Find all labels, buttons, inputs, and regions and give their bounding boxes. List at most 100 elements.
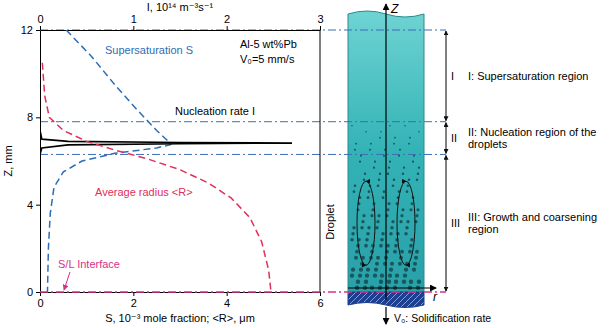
droplet xyxy=(366,232,370,236)
x-axis: 0246 xyxy=(37,292,323,309)
droplet xyxy=(390,262,394,266)
x2-axis-tick: 1 xyxy=(131,13,137,30)
droplet xyxy=(395,274,399,278)
droplet xyxy=(382,196,385,199)
rate-arrow xyxy=(385,307,386,324)
annotation: Droplet xyxy=(324,204,336,239)
droplet xyxy=(408,178,410,180)
series-line xyxy=(40,130,292,154)
droplet xyxy=(354,256,358,260)
droplet xyxy=(366,268,370,272)
x2-axis: 0123 xyxy=(37,13,323,31)
y-axis-tick: 8 xyxy=(27,111,40,123)
region-bracket xyxy=(446,155,447,291)
x-axis-tick: 2 xyxy=(131,292,137,309)
droplet xyxy=(352,226,355,229)
droplet xyxy=(409,137,411,139)
droplet xyxy=(389,161,391,163)
y-axis: 04812 xyxy=(21,24,41,298)
tick-label: 3 xyxy=(317,13,323,25)
droplet xyxy=(406,220,409,223)
rate-label: V₀: Solidification rate xyxy=(394,312,491,324)
x-axis-tick: 4 xyxy=(224,292,230,309)
droplet xyxy=(364,244,368,248)
droplet xyxy=(386,244,390,248)
droplet xyxy=(409,244,413,248)
droplet xyxy=(376,220,379,223)
tick-label: 4 xyxy=(224,297,230,309)
flow-loop xyxy=(406,181,415,265)
region-boundary xyxy=(40,154,446,155)
droplet xyxy=(380,238,384,242)
droplet xyxy=(380,131,382,133)
droplet xyxy=(399,220,402,223)
droplet xyxy=(402,279,406,283)
tick-label: 2 xyxy=(224,13,230,25)
droplet xyxy=(386,208,389,211)
droplet xyxy=(354,149,356,151)
droplet xyxy=(360,155,362,157)
annotation: V₀=5 mm/s xyxy=(240,53,295,65)
tick-mark xyxy=(320,292,321,296)
droplet xyxy=(399,149,401,151)
droplet xyxy=(393,143,395,145)
droplet xyxy=(355,250,359,254)
droplet xyxy=(376,256,380,260)
diagram: ZrV₀: Solidification rate xyxy=(348,2,491,324)
tick-mark xyxy=(40,26,41,30)
x2-axis-tick: 3 xyxy=(317,13,323,30)
x2-axis-line xyxy=(41,30,321,31)
droplet xyxy=(383,190,386,193)
droplet xyxy=(406,190,409,193)
series-line xyxy=(42,63,271,292)
droplet xyxy=(363,178,365,180)
droplet xyxy=(394,137,396,139)
curves xyxy=(40,30,292,292)
droplet xyxy=(416,208,419,211)
droplet xyxy=(359,161,361,163)
droplet xyxy=(383,155,385,157)
droplet xyxy=(350,274,354,278)
tick-mark xyxy=(36,292,40,293)
droplet xyxy=(375,262,379,266)
droplet xyxy=(358,274,362,278)
y-axis-tick: 4 xyxy=(27,199,40,211)
droplet xyxy=(375,226,378,229)
interface-label: S/L Interface xyxy=(58,258,120,270)
droplet xyxy=(404,125,405,126)
droplet xyxy=(417,279,421,283)
interface-pointer xyxy=(64,272,70,290)
droplet xyxy=(405,226,408,229)
tick-mark xyxy=(227,26,228,30)
droplet xyxy=(409,208,412,211)
tick-label: 1 xyxy=(131,13,137,25)
droplet xyxy=(378,178,380,180)
droplet xyxy=(377,184,380,187)
droplet xyxy=(389,125,390,126)
droplet xyxy=(408,143,410,145)
droplet xyxy=(351,268,355,272)
droplet xyxy=(410,238,414,242)
droplet xyxy=(379,173,381,175)
x2-axis-tick: 2 xyxy=(224,13,230,30)
droplet xyxy=(417,173,419,175)
annotation: Al-5 wt%Pb xyxy=(240,38,297,50)
tick-mark xyxy=(36,30,40,31)
z-axis-label: Z xyxy=(390,2,399,16)
droplet xyxy=(377,214,380,217)
region-boundary xyxy=(40,121,446,122)
y-axis-tick: 12 xyxy=(21,24,40,36)
region-text: III: Growth and coarseningregion xyxy=(468,211,597,235)
tick-mark xyxy=(36,205,40,206)
droplet xyxy=(400,250,404,254)
droplet xyxy=(365,274,369,278)
droplet xyxy=(393,250,397,254)
tick-label: 2 xyxy=(131,297,137,309)
droplet xyxy=(365,238,369,242)
r-arrow xyxy=(348,287,436,288)
region-numeral: III xyxy=(451,217,460,229)
region-boundary xyxy=(40,30,446,31)
droplet xyxy=(415,250,419,254)
droplet xyxy=(354,184,357,187)
interface-line xyxy=(40,291,446,292)
